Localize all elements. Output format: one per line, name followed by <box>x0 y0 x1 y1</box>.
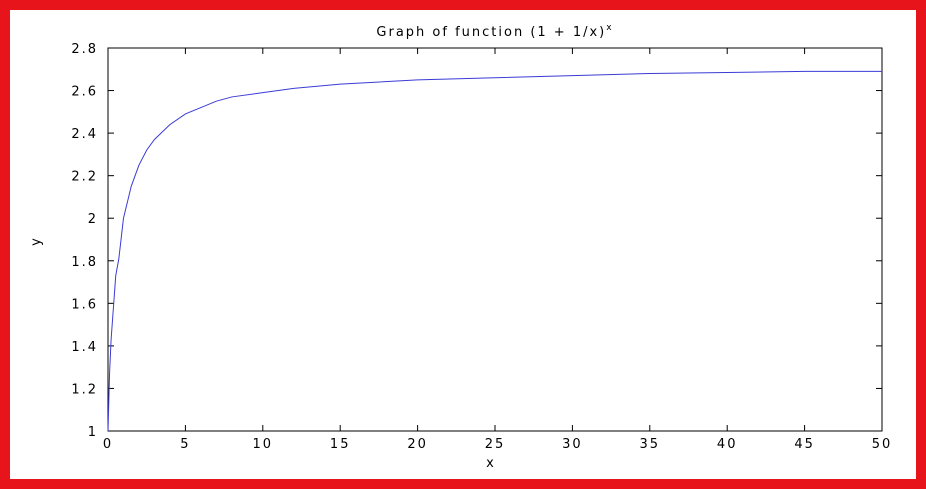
x-tick-label: 20 <box>407 437 428 452</box>
y-axis-label: y <box>29 238 44 246</box>
x-tick-label: 10 <box>253 437 274 452</box>
y-tick-label: 1 <box>88 425 98 440</box>
axis-ticks: 0 5 10 15 20 25 30 35 40 45 50 1 1.2 1.4 1.6 1.8 2 2.2 2.4… <box>71 42 893 452</box>
y-tick-label: 2.6 <box>71 85 98 100</box>
x-axis-label: x <box>486 456 494 471</box>
y-tick-label: 1.8 <box>71 255 98 270</box>
plot-area <box>107 47 883 432</box>
y-tick-label: 2 <box>88 212 98 227</box>
chart-title-text: Graph of function (1 + 1/x) <box>376 25 606 40</box>
y-tick-label: 2.2 <box>71 170 98 185</box>
y-tick-label: 1.2 <box>71 382 98 397</box>
series-line <box>107 70 882 432</box>
chart-title-superscript: x <box>606 23 613 33</box>
x-tick-label: 50 <box>872 437 893 452</box>
x-tick-label: 35 <box>640 437 661 452</box>
x-tick-label: 30 <box>562 437 583 452</box>
y-tick-label: 2.4 <box>71 127 98 142</box>
x-tick-label: 5 <box>180 437 190 452</box>
x-tick-label: 0 <box>103 437 113 452</box>
y-tick-label: 2.8 <box>71 42 98 57</box>
x-tick-label: 15 <box>330 437 351 452</box>
y-tick-label: 1.4 <box>71 340 98 355</box>
chart-title: Graph of function (1 + 1/x)x <box>376 23 613 40</box>
y-tick-label: 1.6 <box>71 297 98 312</box>
x-tick-label: 40 <box>717 437 738 452</box>
x-tick-label: 45 <box>794 437 815 452</box>
x-tick-label: 25 <box>485 437 506 452</box>
